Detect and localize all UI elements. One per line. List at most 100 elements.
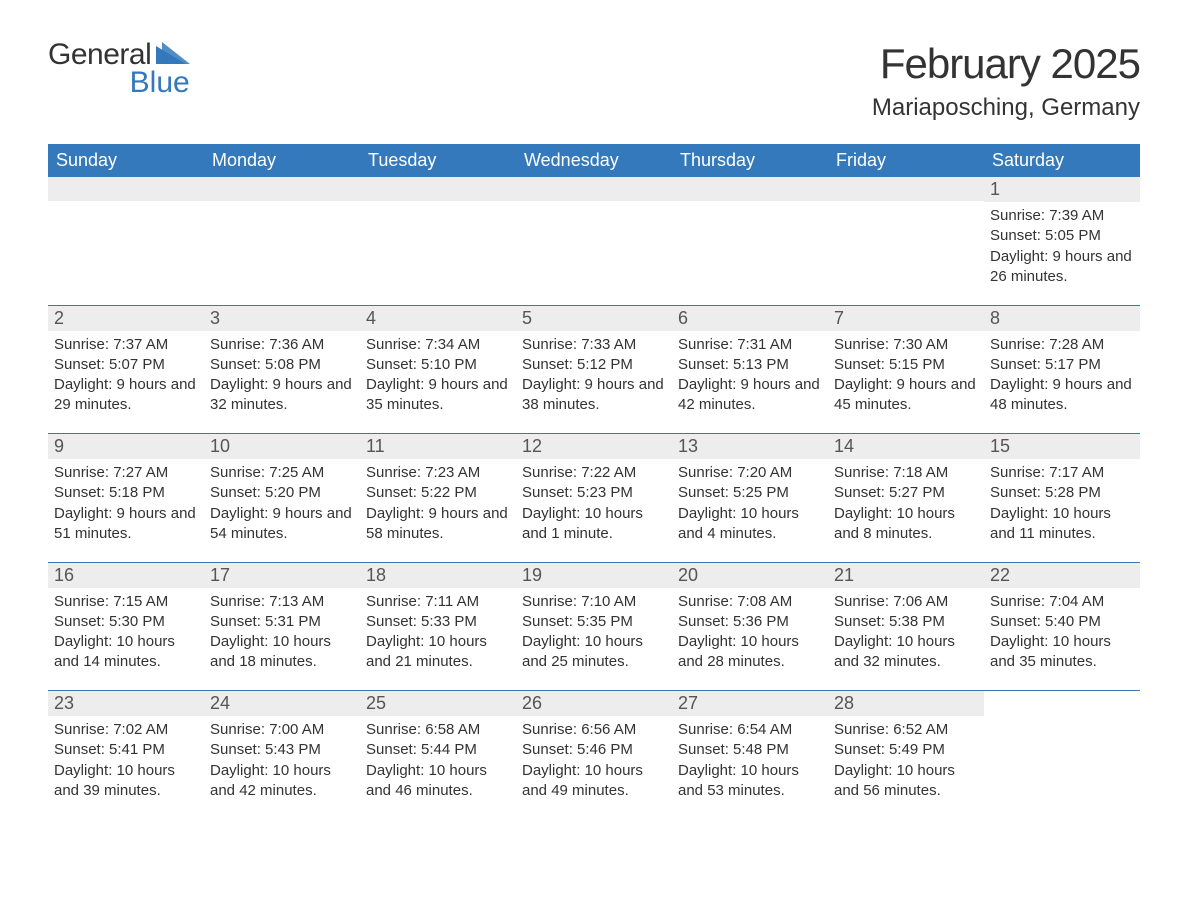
day-number: 22 [984,563,1140,588]
daylight-line: Daylight: 10 hours and 32 minutes. [834,632,978,673]
day-details: Sunrise: 7:17 AMSunset: 5:28 PMDaylight:… [984,459,1140,554]
calendar-day-cell: 13Sunrise: 7:20 AMSunset: 5:25 PMDayligh… [672,434,828,562]
day-details: Sunrise: 6:58 AMSunset: 5:44 PMDaylight:… [360,716,516,811]
sunset-line: Sunset: 5:38 PM [834,612,978,632]
day-number: 7 [828,306,984,331]
sunset-line: Sunset: 5:35 PM [522,612,666,632]
calendar-empty-cell [516,177,672,305]
day-details: Sunrise: 7:13 AMSunset: 5:31 PMDaylight:… [204,588,360,683]
calendar-day-cell: 3Sunrise: 7:36 AMSunset: 5:08 PMDaylight… [204,306,360,434]
sunset-line: Sunset: 5:40 PM [990,612,1134,632]
day-details: Sunrise: 7:06 AMSunset: 5:38 PMDaylight:… [828,588,984,683]
sunrise-line: Sunrise: 7:10 AM [522,592,666,612]
day-details: Sunrise: 7:37 AMSunset: 5:07 PMDaylight:… [48,331,204,426]
daylight-line: Daylight: 9 hours and 42 minutes. [678,375,822,416]
day-number: 26 [516,691,672,716]
daylight-line: Daylight: 9 hours and 29 minutes. [54,375,198,416]
daylight-line: Daylight: 10 hours and 18 minutes. [210,632,354,673]
day-details: Sunrise: 7:18 AMSunset: 5:27 PMDaylight:… [828,459,984,554]
sunset-line: Sunset: 5:41 PM [54,740,198,760]
day-details: Sunrise: 7:28 AMSunset: 5:17 PMDaylight:… [984,331,1140,426]
day-number: 28 [828,691,984,716]
day-number: 2 [48,306,204,331]
sunrise-line: Sunrise: 7:02 AM [54,720,198,740]
daylight-line: Daylight: 10 hours and 25 minutes. [522,632,666,673]
day-number: 17 [204,563,360,588]
day-details: Sunrise: 7:22 AMSunset: 5:23 PMDaylight:… [516,459,672,554]
daylight-line: Daylight: 10 hours and 1 minute. [522,504,666,545]
day-details: Sunrise: 7:39 AMSunset: 5:05 PMDaylight:… [984,202,1140,297]
day-details: Sunrise: 7:04 AMSunset: 5:40 PMDaylight:… [984,588,1140,683]
sunrise-line: Sunrise: 7:11 AM [366,592,510,612]
daylight-line: Daylight: 10 hours and 42 minutes. [210,761,354,802]
calendar-day-cell: 22Sunrise: 7:04 AMSunset: 5:40 PMDayligh… [984,563,1140,691]
day-details: Sunrise: 7:27 AMSunset: 5:18 PMDaylight:… [48,459,204,554]
weekday-header: Tuesday [360,144,516,177]
sunrise-line: Sunrise: 6:52 AM [834,720,978,740]
day-number: 12 [516,434,672,459]
sunset-line: Sunset: 5:43 PM [210,740,354,760]
daylight-line: Daylight: 10 hours and 53 minutes. [678,761,822,802]
day-number: 25 [360,691,516,716]
day-details: Sunrise: 7:33 AMSunset: 5:12 PMDaylight:… [516,331,672,426]
sunrise-line: Sunrise: 7:25 AM [210,463,354,483]
daylight-line: Daylight: 10 hours and 14 minutes. [54,632,198,673]
weekday-header-row: SundayMondayTuesdayWednesdayThursdayFrid… [48,144,1140,177]
daylight-line: Daylight: 10 hours and 39 minutes. [54,761,198,802]
calendar-day-cell: 12Sunrise: 7:22 AMSunset: 5:23 PMDayligh… [516,434,672,562]
weekday-header: Sunday [48,144,204,177]
day-details: Sunrise: 7:23 AMSunset: 5:22 PMDaylight:… [360,459,516,554]
calendar-week-row: 16Sunrise: 7:15 AMSunset: 5:30 PMDayligh… [48,563,1140,691]
day-number: 19 [516,563,672,588]
sunrise-line: Sunrise: 6:58 AM [366,720,510,740]
day-number: 24 [204,691,360,716]
weekday-header: Friday [828,144,984,177]
sunset-line: Sunset: 5:13 PM [678,355,822,375]
sunrise-line: Sunrise: 7:28 AM [990,335,1134,355]
title-block: February 2025 Mariaposching, Germany [872,40,1140,136]
sunrise-line: Sunrise: 6:54 AM [678,720,822,740]
calendar-week-row: 9Sunrise: 7:27 AMSunset: 5:18 PMDaylight… [48,434,1140,562]
calendar-day-cell: 14Sunrise: 7:18 AMSunset: 5:27 PMDayligh… [828,434,984,562]
empty-day-band [516,177,672,201]
calendar-day-cell: 20Sunrise: 7:08 AMSunset: 5:36 PMDayligh… [672,563,828,691]
daylight-line: Daylight: 10 hours and 8 minutes. [834,504,978,545]
page-header: General Blue February 2025 Mariaposching… [48,40,1140,136]
calendar-day-cell: 21Sunrise: 7:06 AMSunset: 5:38 PMDayligh… [828,563,984,691]
sunset-line: Sunset: 5:48 PM [678,740,822,760]
sunrise-line: Sunrise: 6:56 AM [522,720,666,740]
daylight-line: Daylight: 10 hours and 46 minutes. [366,761,510,802]
sunrise-line: Sunrise: 7:04 AM [990,592,1134,612]
location-subtitle: Mariaposching, Germany [872,94,1140,122]
sunrise-line: Sunrise: 7:15 AM [54,592,198,612]
daylight-line: Daylight: 9 hours and 54 minutes. [210,504,354,545]
day-number: 23 [48,691,204,716]
calendar-day-cell: 17Sunrise: 7:13 AMSunset: 5:31 PMDayligh… [204,563,360,691]
day-number: 8 [984,306,1140,331]
day-number: 11 [360,434,516,459]
sunrise-line: Sunrise: 7:39 AM [990,206,1134,226]
day-number: 13 [672,434,828,459]
daylight-line: Daylight: 9 hours and 38 minutes. [522,375,666,416]
sunset-line: Sunset: 5:05 PM [990,226,1134,246]
daylight-line: Daylight: 10 hours and 4 minutes. [678,504,822,545]
calendar-day-cell: 27Sunrise: 6:54 AMSunset: 5:48 PMDayligh… [672,691,828,819]
sunrise-line: Sunrise: 7:00 AM [210,720,354,740]
daylight-line: Daylight: 10 hours and 21 minutes. [366,632,510,673]
day-number: 9 [48,434,204,459]
calendar-day-cell: 8Sunrise: 7:28 AMSunset: 5:17 PMDaylight… [984,306,1140,434]
day-number: 21 [828,563,984,588]
daylight-line: Daylight: 9 hours and 26 minutes. [990,247,1134,288]
sunrise-line: Sunrise: 7:23 AM [366,463,510,483]
day-details: Sunrise: 7:20 AMSunset: 5:25 PMDaylight:… [672,459,828,554]
calendar-day-cell: 25Sunrise: 6:58 AMSunset: 5:44 PMDayligh… [360,691,516,819]
sunset-line: Sunset: 5:49 PM [834,740,978,760]
brand-name-part2: Blue [48,66,190,100]
sunset-line: Sunset: 5:27 PM [834,483,978,503]
daylight-line: Daylight: 9 hours and 45 minutes. [834,375,978,416]
calendar-day-cell: 24 Sunrise: 7:00 AMSunset: 5:43 PMDayligh… [204,691,360,819]
logo-flag-icon [156,42,190,69]
sunset-line: Sunset: 5:31 PM [210,612,354,632]
calendar-day-cell: 11Sunrise: 7:23 AMSunset: 5:22 PMDayligh… [360,434,516,562]
empty-day-band [360,177,516,201]
